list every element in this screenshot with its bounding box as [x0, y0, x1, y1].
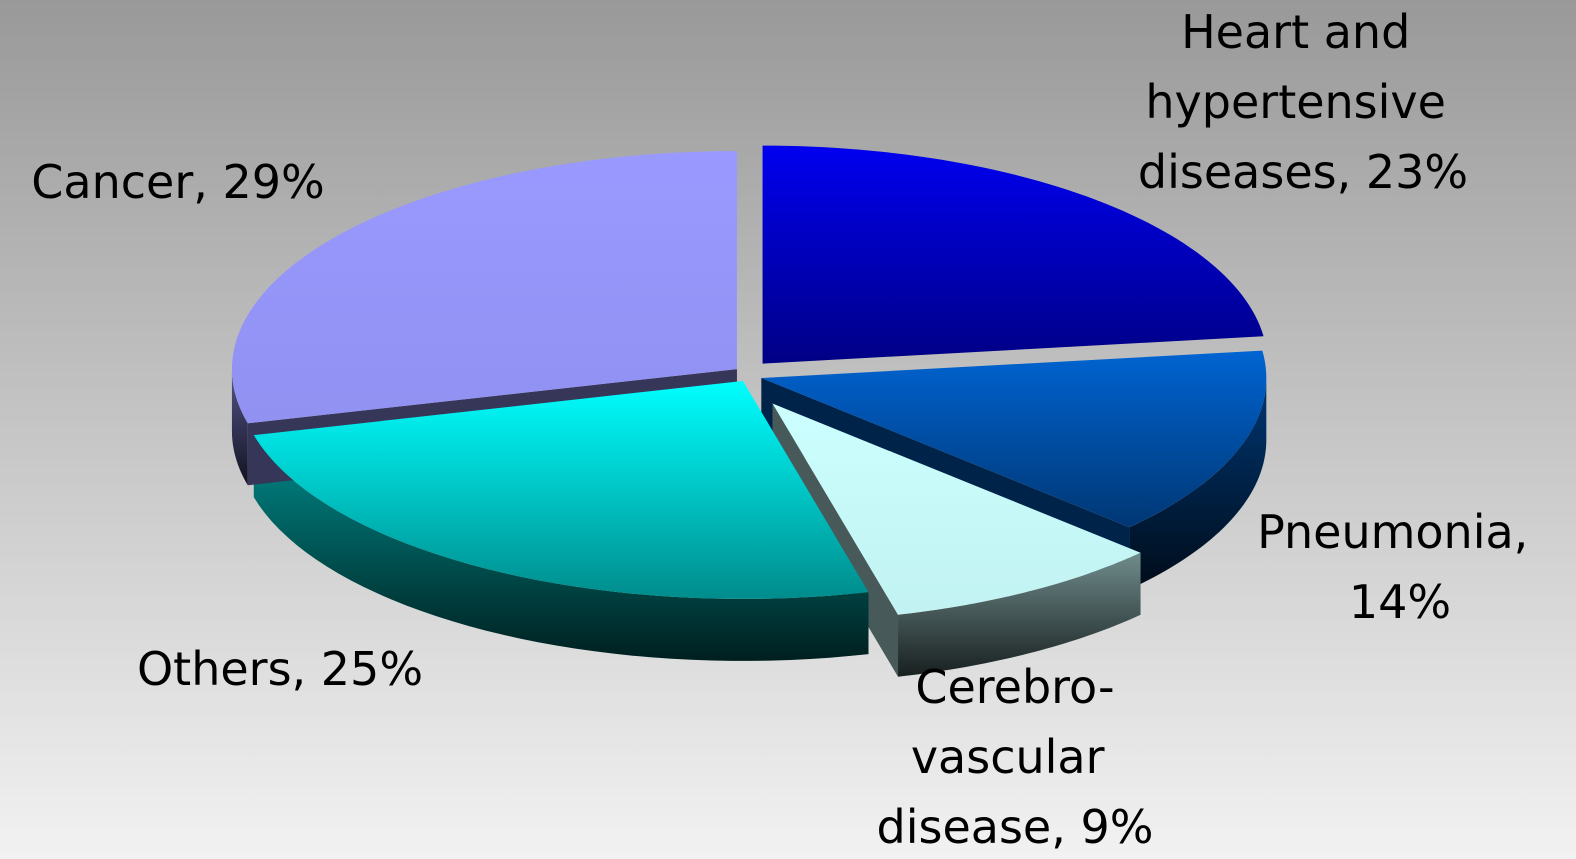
slice-side [1129, 377, 1267, 590]
slice [761, 350, 1267, 528]
slice [253, 380, 869, 599]
slice [772, 403, 1141, 615]
slice-side [898, 552, 1141, 677]
slice [762, 145, 1264, 364]
slice-side [231, 369, 248, 486]
slice [231, 151, 737, 424]
data-label: Cerebro-vascular disease, 9% [877, 660, 1154, 854]
data-label: Pneumonia, 14% [1257, 505, 1543, 629]
data-label: Cancer, 29% [31, 155, 324, 209]
slice-side [253, 435, 869, 661]
data-label: Heart and hypertensive diseases, 23% [1138, 5, 1468, 199]
data-label: Others, 25% [137, 642, 423, 696]
